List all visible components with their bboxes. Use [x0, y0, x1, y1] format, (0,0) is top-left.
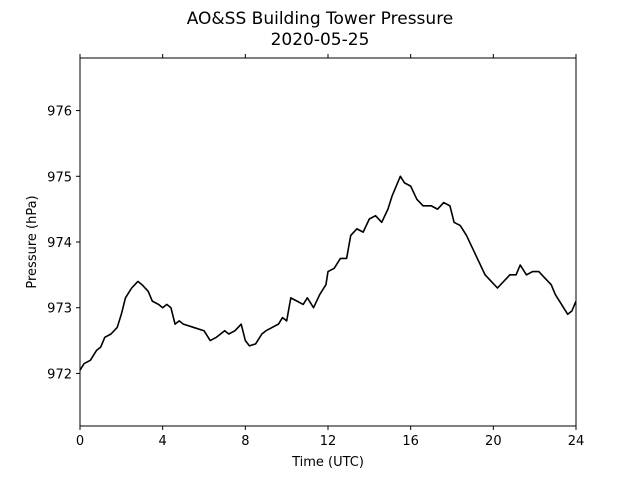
x-tick-label: 4: [159, 434, 167, 449]
y-tick-label: 973: [47, 302, 72, 317]
x-tick-label: 0: [76, 434, 84, 449]
data-line: [79, 175, 577, 371]
plot-frame: [79, 57, 577, 427]
chart-subtitle: 2020-05-25: [271, 30, 370, 50]
x-axis-label: Time (UTC): [291, 455, 364, 470]
y-tick-label: 976: [47, 105, 72, 120]
x-tick-label: 16: [402, 434, 419, 449]
y-axis-label: Pressure (hPa): [25, 195, 40, 288]
y-tick-label: 975: [47, 170, 72, 185]
x-tick-label: 24: [568, 434, 585, 449]
y-tick-label: 974: [47, 236, 72, 251]
chart-title: AO&SS Building Tower Pressure: [187, 9, 454, 29]
y-tick-label: 972: [47, 367, 72, 382]
x-tick-label: 20: [485, 434, 502, 449]
x-tick-label: 8: [241, 434, 249, 449]
x-tick-label: 12: [320, 434, 337, 449]
